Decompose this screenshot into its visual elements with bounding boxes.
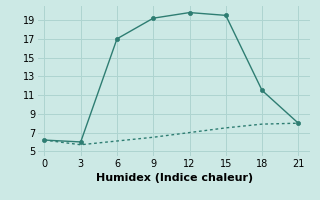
X-axis label: Humidex (Indice chaleur): Humidex (Indice chaleur) [96,173,253,183]
